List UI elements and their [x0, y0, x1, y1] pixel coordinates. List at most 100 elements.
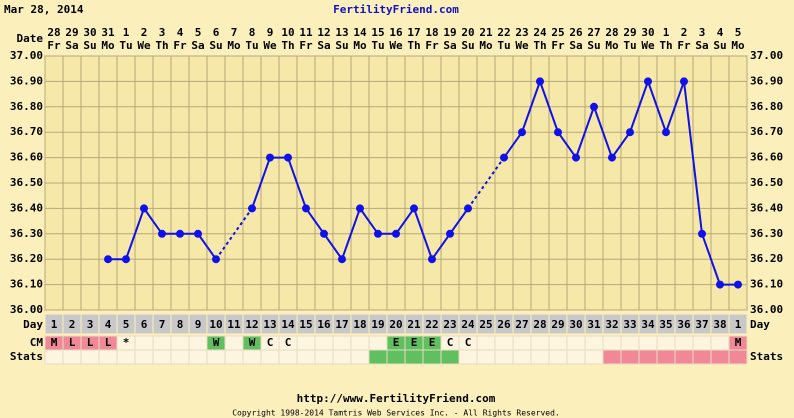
date-weekday: Mo [353, 39, 367, 52]
stats-cell [116, 349, 136, 365]
date-day: 14 [353, 26, 367, 39]
day-number: 28 [533, 318, 546, 331]
day-number: 29 [551, 318, 564, 331]
day-number: 16 [317, 318, 331, 331]
cm-code: L [87, 336, 94, 349]
date-day: 28 [47, 26, 60, 39]
y-tick-label: 36.10 [10, 278, 43, 291]
date-weekday: Th [407, 39, 420, 52]
date-day: 9 [267, 26, 274, 39]
temperature-point [410, 204, 418, 213]
temperature-point [464, 204, 472, 213]
date-weekday: Su [335, 39, 348, 52]
stats-cell [728, 349, 748, 365]
day-number: 27 [515, 318, 528, 331]
cm-cell [152, 335, 172, 351]
day-row [45, 314, 747, 334]
stats-label: Stats [10, 350, 43, 363]
stats-cell [314, 349, 334, 365]
date-weekday: Su [713, 39, 726, 52]
date-day: 20 [461, 26, 474, 39]
date-weekday: Tu [245, 39, 258, 52]
y-tick-label-right: 36.00 [750, 303, 783, 316]
y-tick-label-right: 36.80 [750, 100, 783, 113]
stats-cell [548, 349, 568, 365]
site-link[interactable]: FertilityFriend.com [333, 3, 459, 16]
day-number: 35 [659, 318, 672, 331]
day-cell [728, 313, 748, 335]
footer-url[interactable]: http://www.FertilityFriend.com [297, 392, 496, 405]
cm-cell [224, 335, 244, 351]
stats-cell [404, 349, 424, 365]
y-tick-label-right: 36.10 [750, 278, 783, 291]
date-weekday: Fr [299, 39, 313, 52]
stats-cell [602, 349, 622, 365]
cm-cell [188, 335, 208, 351]
stats-cell [620, 349, 640, 365]
copyright: Copyright 1998-2014 Tamtris Web Services… [232, 409, 560, 418]
temperature-point [572, 153, 580, 162]
date-weekday: Sa [695, 39, 708, 52]
date-weekday: Sa [569, 39, 582, 52]
temperature-point [644, 77, 652, 86]
stats-cell [242, 349, 262, 365]
temperature-point [212, 255, 220, 264]
y-tick-label-right: 36.20 [750, 252, 783, 265]
date-day: 10 [281, 26, 294, 39]
stats-cell [188, 349, 208, 365]
day-number: 1 [735, 318, 742, 331]
temperature-point [140, 204, 148, 213]
temperature-point [608, 153, 616, 162]
stats-cell [440, 349, 460, 365]
cm-label: CM [30, 336, 44, 349]
day-number: 13 [263, 318, 276, 331]
date-day: 12 [317, 26, 330, 39]
date-day: 13 [335, 26, 348, 39]
cm-cell [314, 335, 334, 351]
y-tick-label-right: 36.30 [750, 227, 783, 240]
day-number: 25 [479, 318, 492, 331]
day-number: 14 [281, 318, 295, 331]
day-number: 38 [713, 318, 726, 331]
date-weekday: Fr [677, 39, 691, 52]
temperature-point [554, 128, 562, 137]
date-day: 17 [407, 26, 420, 39]
temperature-point [536, 77, 544, 86]
date-day: 2 [141, 26, 148, 39]
cm-code: L [69, 336, 76, 349]
cm-cell [548, 335, 568, 351]
day-number: 10 [209, 318, 222, 331]
temperature-point [662, 128, 670, 137]
day-number: 12 [245, 318, 258, 331]
stats-cell [44, 349, 64, 365]
date-day: 23 [515, 26, 528, 39]
date-weekday: We [263, 39, 277, 52]
day-number: 7 [159, 318, 166, 331]
date-weekday: We [515, 39, 529, 52]
date-day: 3 [159, 26, 166, 39]
temperature-point [446, 229, 454, 238]
cm-cell [368, 335, 388, 351]
date-day: 16 [389, 26, 403, 39]
temperature-point [122, 255, 130, 264]
cm-code: E [429, 336, 436, 349]
stats-cell [512, 349, 532, 365]
date-weekday: Mo [479, 39, 493, 52]
stats-cell [584, 349, 604, 365]
temperature-point [320, 229, 328, 238]
stats-cell [566, 349, 586, 365]
y-tick-label: 36.60 [10, 151, 43, 164]
date-day: 8 [249, 26, 256, 39]
temperature-point [104, 255, 112, 264]
stats-cell [656, 349, 676, 365]
stats-cell [674, 349, 694, 365]
date-day: 29 [65, 26, 78, 39]
temperature-point [356, 204, 364, 213]
y-tick-label: 36.20 [10, 252, 43, 265]
temperature-point [428, 255, 436, 264]
day-number: 34 [641, 318, 655, 331]
date-day: 2 [681, 26, 688, 39]
temperature-point [158, 229, 166, 238]
temperature-point [374, 229, 382, 238]
day-number: 36 [677, 318, 691, 331]
